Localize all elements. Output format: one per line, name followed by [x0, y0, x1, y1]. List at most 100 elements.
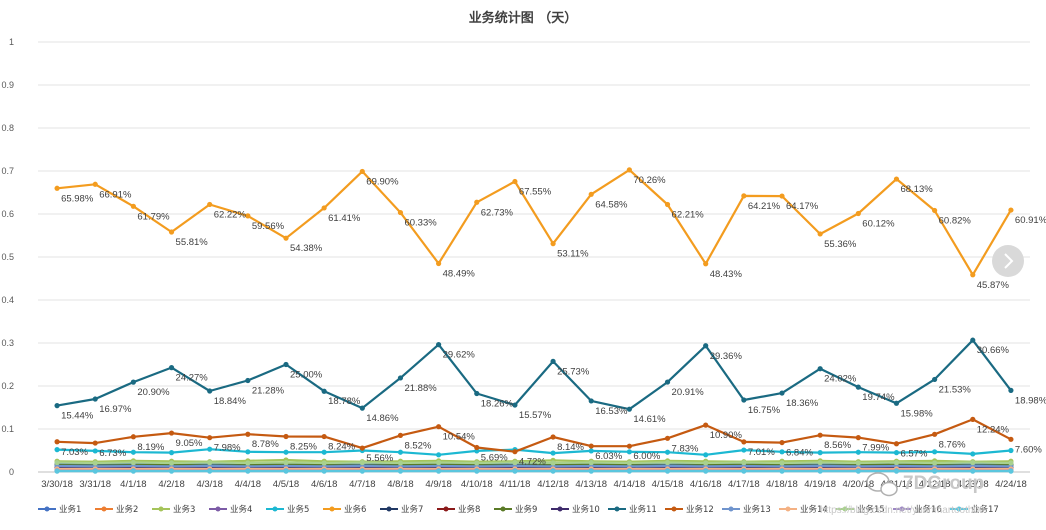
- data-point: [321, 388, 327, 394]
- data-point: [664, 435, 671, 441]
- legend-marker: [158, 506, 164, 512]
- data-label: 62.21%: [672, 209, 705, 220]
- legend-label: 业务5: [287, 504, 309, 515]
- gridlines: [38, 41, 1030, 473]
- data-point: [397, 432, 404, 438]
- data-point: [893, 441, 900, 447]
- data-point: [932, 468, 938, 474]
- x-tick-label: 4/20/18: [842, 479, 874, 490]
- data-label: 29.36%: [710, 351, 743, 362]
- data-label: 9.05%: [176, 438, 203, 449]
- data-point: [626, 468, 632, 474]
- data-label: 64.17%: [786, 201, 819, 212]
- data-label: 70.26%: [633, 175, 666, 186]
- data-label: 30.66%: [977, 345, 1010, 356]
- data-point: [664, 449, 671, 455]
- data-label: 8.76%: [939, 439, 966, 450]
- data-point: [970, 337, 976, 343]
- x-tick-label: 4/24/18: [995, 479, 1027, 490]
- data-point: [779, 460, 785, 466]
- data-point: [207, 459, 213, 466]
- data-point: [855, 384, 861, 390]
- data-label: 21.88%: [404, 383, 437, 394]
- data-point: [855, 210, 861, 217]
- x-tick-label: 4/18/18: [766, 479, 798, 490]
- data-label: 62.73%: [481, 207, 514, 218]
- series-group: [54, 167, 1014, 474]
- data-label: 69.90%: [366, 176, 399, 187]
- legend: 业务1 业务2 业务3 业务4 业务5 业务6 业务7 业务8 业务9 业务10 业务11 业务12 业…: [38, 504, 999, 515]
- data-point: [855, 468, 861, 474]
- chart-title: 业务统计图 （天）: [469, 10, 578, 26]
- data-label: 15.44%: [61, 411, 94, 422]
- data-label: 7.60%: [1015, 444, 1042, 455]
- watermark-url: https://blog.csdn.net/yuanmartooth00: [820, 505, 985, 516]
- data-point: [321, 460, 327, 466]
- legend-label: 业务16: [914, 504, 942, 515]
- data-point: [779, 449, 785, 455]
- legend-label: 业务7: [401, 504, 423, 515]
- series-line: [57, 448, 1011, 456]
- data-point: [168, 430, 175, 436]
- legend-label: 业务13: [743, 504, 771, 515]
- y-tick-label: 0.5: [1, 252, 14, 262]
- data-point: [359, 445, 365, 451]
- scroll-arrow-button[interactable]: [992, 245, 1024, 277]
- watermark: 7DGroup https://blog.csdn.net/yuanmartoo…: [820, 245, 1024, 516]
- data-point: [932, 376, 938, 383]
- data-label: 67.55%: [519, 187, 552, 198]
- data-point: [817, 366, 823, 372]
- data-label: 6.73%: [99, 448, 126, 459]
- data-point: [664, 468, 671, 474]
- data-label: 10.54%: [443, 432, 476, 443]
- series-line: [56, 168, 1012, 276]
- data-label: 20.90%: [137, 387, 170, 398]
- data-label: 8.19%: [137, 442, 164, 453]
- wechat-icon: [866, 472, 898, 497]
- data-point: [92, 440, 98, 446]
- data-point: [474, 444, 480, 451]
- legend-label: 业务2: [116, 504, 138, 515]
- x-tick-label: 4/5/18: [273, 479, 299, 490]
- data-point: [855, 435, 861, 441]
- data-label: 6.00%: [633, 451, 660, 462]
- data-point: [512, 178, 518, 185]
- data-point: [397, 375, 404, 381]
- legend-label: 业务10: [572, 504, 600, 515]
- data-point: [207, 388, 213, 394]
- data-point: [779, 390, 785, 396]
- x-tick-label: 4/3/18: [196, 479, 222, 490]
- x-tick-label: 4/10/18: [461, 479, 493, 490]
- y-tick-label: 0.9: [1, 80, 14, 90]
- x-axis: 3/30/18 3/31/18 4/1/18 4/2/18 4/3/18 4/4/18 4/…: [41, 479, 1027, 490]
- data-label: 59.56%: [252, 221, 285, 232]
- chevron-right-icon: [1004, 253, 1014, 269]
- data-label: 6.03%: [595, 451, 622, 462]
- y-tick-label: 0.7: [1, 166, 14, 176]
- legend-marker: [842, 506, 848, 512]
- data-point: [436, 452, 442, 458]
- data-point: [626, 460, 632, 466]
- data-label: 24.27%: [176, 373, 209, 384]
- data-label: 19.74%: [862, 392, 895, 403]
- data-point: [130, 203, 136, 209]
- data-point: [321, 468, 327, 474]
- data-label: 64.21%: [748, 201, 781, 212]
- y-tick-label: 1: [9, 37, 14, 47]
- legend-label: 业务11: [629, 504, 657, 515]
- data-point: [436, 424, 442, 430]
- data-point: [436, 459, 442, 466]
- data-point: [855, 449, 861, 455]
- data-point: [245, 431, 251, 437]
- data-label: 18.36%: [786, 398, 819, 409]
- data-point: [92, 468, 98, 474]
- legend-marker: [671, 506, 677, 512]
- data-label: 21.28%: [252, 385, 285, 396]
- data-point: [1008, 447, 1014, 454]
- data-point: [54, 459, 60, 466]
- data-point: [283, 468, 289, 474]
- legend-marker: [500, 506, 506, 512]
- data-label: 20.91%: [672, 387, 705, 398]
- x-tick-label: 4/13/18: [575, 479, 607, 490]
